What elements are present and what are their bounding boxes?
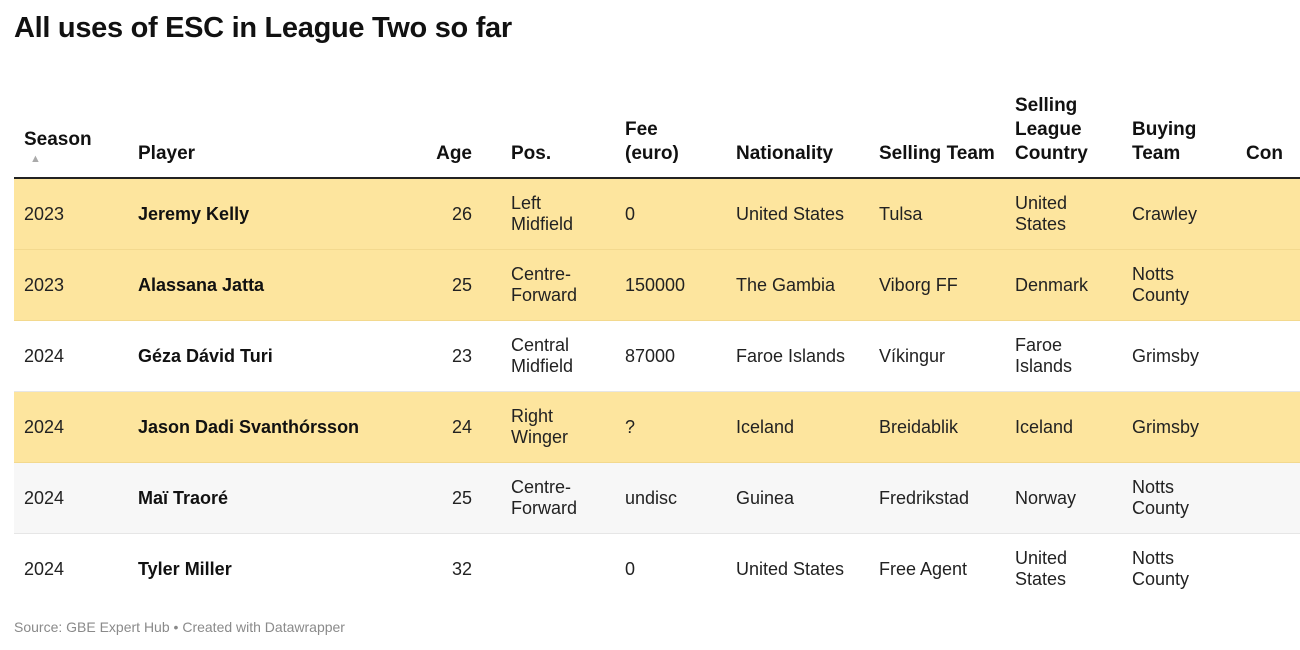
player-cell: Jeremy Kelly bbox=[128, 178, 398, 250]
buying-team-cell: Notts County bbox=[1122, 533, 1236, 594]
fee-cell: 0 bbox=[615, 533, 726, 594]
position-cell: Left Midfield bbox=[501, 178, 615, 250]
position-cell: Central Midfield bbox=[501, 320, 615, 392]
nationality-cell: Guinea bbox=[726, 462, 869, 534]
transfer-table: Season ▲ Player Age Pos. Fee (euro) Nati… bbox=[14, 84, 1300, 594]
table-row: 2023 Alassana Jatta 25 Centre-Forward 150000… bbox=[14, 249, 1300, 321]
selling-team-cell: Fredrikstad bbox=[869, 462, 1005, 534]
position-cell bbox=[501, 533, 615, 594]
selling-team-cell: Víkingur bbox=[869, 320, 1005, 392]
player-cell: Maï Traoré bbox=[128, 462, 398, 534]
fee-cell: 150000 bbox=[615, 249, 726, 321]
nationality-cell: Faroe Islands bbox=[726, 320, 869, 392]
selling-league-country-cell: Norway bbox=[1005, 462, 1122, 534]
age-cell: 26 bbox=[398, 178, 501, 250]
buying-team-cell: Notts County bbox=[1122, 249, 1236, 321]
column-header-pos[interactable]: Pos. bbox=[501, 84, 615, 179]
selling-team-cell: Tulsa bbox=[869, 178, 1005, 250]
selling-league-country-cell: Denmark bbox=[1005, 249, 1122, 321]
age-cell: 25 bbox=[398, 249, 501, 321]
buying-team-cell: Crawley bbox=[1122, 178, 1236, 250]
column-header-player[interactable]: Player bbox=[128, 84, 398, 179]
player-cell: Géza Dávid Turi bbox=[128, 320, 398, 392]
season-cell: 2023 bbox=[14, 178, 128, 250]
age-cell: 24 bbox=[398, 391, 501, 463]
nationality-cell: Iceland bbox=[726, 391, 869, 463]
season-cell: 2024 bbox=[14, 462, 128, 534]
credit-note: Created with Datawrapper bbox=[182, 619, 345, 635]
buying-team-cell: Notts County bbox=[1122, 462, 1236, 534]
position-cell: Centre-Forward bbox=[501, 462, 615, 534]
age-cell: 23 bbox=[398, 320, 501, 392]
season-cell: 2024 bbox=[14, 320, 128, 392]
selling-team-cell: Viborg FF bbox=[869, 249, 1005, 321]
buying-team-cell: Grimsby bbox=[1122, 391, 1236, 463]
position-cell: Right Winger bbox=[501, 391, 615, 463]
table-header-row: Season ▲ Player Age Pos. Fee (euro) Nati… bbox=[14, 84, 1300, 179]
table-row: 2024 Maï Traoré 25 Centre-Forward undisc Guin… bbox=[14, 462, 1300, 534]
player-cell: Tyler Miller bbox=[128, 533, 398, 594]
con-cell bbox=[1236, 533, 1300, 594]
con-cell bbox=[1236, 178, 1300, 250]
chart-footer: Source: GBE Expert Hub • Created with Da… bbox=[14, 619, 345, 635]
table-body: 2023 Jeremy Kelly 26 Left Midfield 0 United S… bbox=[14, 178, 1300, 594]
season-cell: 2024 bbox=[14, 391, 128, 463]
nationality-cell: United States bbox=[726, 178, 869, 250]
con-cell bbox=[1236, 391, 1300, 463]
selling-team-cell: Breidablik bbox=[869, 391, 1005, 463]
table-row: 2024 Tyler Miller 32 0 United States Free Age… bbox=[14, 533, 1300, 594]
con-cell bbox=[1236, 320, 1300, 392]
column-header-fee[interactable]: Fee (euro) bbox=[615, 84, 726, 179]
nationality-cell: The Gambia bbox=[726, 249, 869, 321]
column-header-season[interactable]: Season ▲ bbox=[14, 84, 128, 179]
column-header-label: Season bbox=[24, 129, 92, 150]
chart-title: All uses of ESC in League Two so far bbox=[14, 12, 512, 44]
player-cell: Alassana Jatta bbox=[128, 249, 398, 321]
fee-cell: 87000 bbox=[615, 320, 726, 392]
column-header-con[interactable]: Con bbox=[1236, 84, 1300, 179]
player-cell: Jason Dadi Svanthórsson bbox=[128, 391, 398, 463]
table-row: 2024 Jason Dadi Svanthórsson 24 Right Winge… bbox=[14, 391, 1300, 463]
sort-ascending-icon[interactable]: ▲ bbox=[30, 153, 41, 165]
season-cell: 2024 bbox=[14, 533, 128, 594]
selling-league-country-cell: Iceland bbox=[1005, 391, 1122, 463]
table-row: 2023 Jeremy Kelly 26 Left Midfield 0 United S… bbox=[14, 178, 1300, 250]
column-header-selling-league-country[interactable]: Selling League Country bbox=[1005, 84, 1122, 179]
season-cell: 2023 bbox=[14, 249, 128, 321]
selling-league-country-cell: United States bbox=[1005, 178, 1122, 250]
column-header-nationality[interactable]: Nationality bbox=[726, 84, 869, 179]
selling-league-country-cell: Faroe Islands bbox=[1005, 320, 1122, 392]
age-cell: 32 bbox=[398, 533, 501, 594]
column-header-selling-team[interactable]: Selling Team bbox=[869, 84, 1005, 179]
nationality-cell: United States bbox=[726, 533, 869, 594]
con-cell bbox=[1236, 249, 1300, 321]
source-note: Source: GBE Expert Hub bbox=[14, 619, 170, 635]
position-cell: Centre-Forward bbox=[501, 249, 615, 321]
buying-team-cell: Grimsby bbox=[1122, 320, 1236, 392]
fee-cell: 0 bbox=[615, 178, 726, 250]
fee-cell: ? bbox=[615, 391, 726, 463]
con-cell bbox=[1236, 462, 1300, 534]
age-cell: 25 bbox=[398, 462, 501, 534]
footer-separator: • bbox=[169, 619, 183, 635]
column-header-buying-team[interactable]: Buying Team bbox=[1122, 84, 1236, 179]
column-header-age[interactable]: Age bbox=[398, 84, 501, 179]
fee-cell: undisc bbox=[615, 462, 726, 534]
table-row: 2024 Géza Dávid Turi 23 Central Midfield 870… bbox=[14, 320, 1300, 392]
selling-league-country-cell: United States bbox=[1005, 533, 1122, 594]
selling-team-cell: Free Agent bbox=[869, 533, 1005, 594]
